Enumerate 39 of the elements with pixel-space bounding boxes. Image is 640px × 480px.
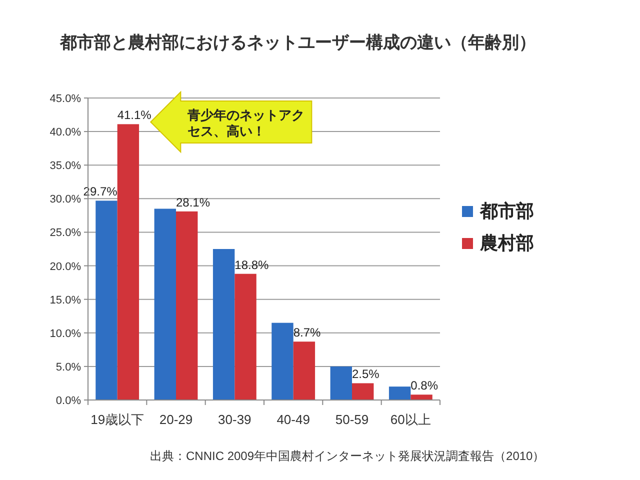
bar [410,394,432,400]
x-tick-label: 19歳以下 [90,412,144,427]
y-tick-label: 20.0% [50,260,82,273]
legend-label: 農村部 [479,233,534,253]
bar [212,249,235,400]
bar [272,322,294,400]
y-tick-label: 15.0% [50,294,82,306]
bar [352,383,374,400]
bar [293,342,316,400]
x-tick-label: 50-59 [335,412,369,427]
bar [117,124,140,400]
data-label: 41.1% [117,108,152,122]
y-tick-label: 45.0% [50,93,82,105]
y-tick-label: 5.0% [56,361,82,374]
source-note: 出典：CNNIC 2009年中国農村インターネット発展状況調査報告（2010） [150,449,545,463]
bar [96,200,118,400]
data-label: 8.7% [293,326,322,340]
data-label: 2.5% [352,367,380,382]
legend-label: 都市部 [479,201,534,221]
x-tick-label: 30-39 [218,412,252,427]
data-label: 18.8% [234,258,270,272]
y-tick-label: 0.0% [56,395,82,407]
y-tick-label: 35.0% [50,160,82,172]
y-tick-label: 25.0% [50,227,82,240]
x-tick-label: 40-49 [276,412,310,427]
annotation: 青少年のネットアクセス、高い！ [186,108,305,138]
bar [176,211,198,400]
data-label: 0.8% [410,378,438,393]
y-tick-label: 30.0% [50,194,82,206]
x-tick-label: 60以上 [390,412,431,427]
chart-title: 都市部と農村部におけるネットユーザー構成の違い（年齢別） [59,33,536,52]
data-label: 28.1% [176,195,210,210]
y-tick-label: 40.0% [50,126,82,139]
bar [388,386,411,400]
x-tick-label: 20-29 [159,412,193,427]
bar [154,208,176,400]
y-tick-label: 10.0% [50,328,82,340]
bar [234,274,256,400]
bar [330,366,352,400]
